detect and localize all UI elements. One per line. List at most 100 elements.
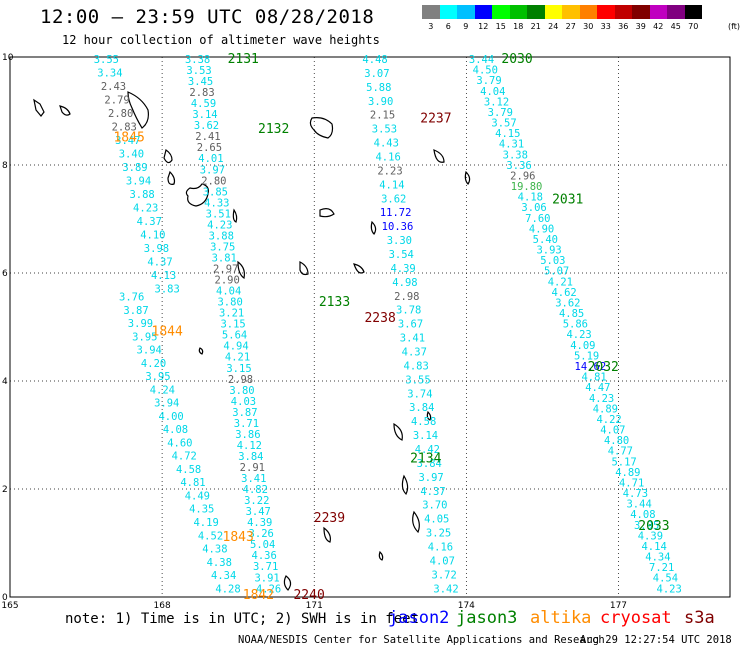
colorbar-label: 18 (513, 22, 524, 31)
swh-value: 4.14 (379, 179, 404, 191)
island (232, 208, 238, 223)
swh-value: 5.17 (611, 456, 636, 468)
island (127, 91, 149, 129)
swh-value: 4.01 (198, 153, 223, 165)
swh-value: 2.90 (215, 275, 240, 287)
swh-value: 3.06 (521, 202, 546, 214)
swh-value: 4.36 (252, 550, 277, 562)
swh-value: 3.71 (234, 418, 259, 430)
pass-time-label: 2131 (228, 52, 259, 67)
colorbar-swatch (439, 5, 457, 19)
swh-value: 4.59 (191, 98, 216, 110)
colorbar-label: 30 (583, 22, 594, 31)
swh-value: 4.54 (653, 573, 678, 585)
swh-value: 4.23 (133, 203, 158, 215)
colorbar-labels: 3 6 9 12 15 18 21 24 27 30 33 36 39 42 45 70 (422, 22, 702, 31)
swh-value: 11.72 (380, 207, 412, 219)
swh-value: 3.30 (387, 235, 412, 247)
swh-value: 4.98 (392, 277, 417, 289)
colorbar-swatch (632, 5, 650, 19)
swh-value: 4.23 (657, 583, 682, 595)
swh-value: 4.28 (215, 583, 240, 595)
colorbar-label: 33 (600, 22, 611, 31)
swh-value: 4.81 (180, 477, 205, 489)
swh-value: 3.54 (389, 249, 414, 261)
swh-value: 3.84 (238, 451, 263, 463)
swh-value: 4.08 (163, 424, 188, 436)
lat-tick-label: 6 (2, 269, 8, 279)
pass-time-label: 2133 (319, 295, 350, 310)
colorbar-swatch (562, 5, 580, 19)
swh-value: 3.85 (203, 186, 228, 198)
swh-value: 3.41 (241, 473, 266, 485)
swh-value: 2.96 (510, 170, 535, 182)
colorbar-unit: (ft) (728, 22, 740, 31)
swh-value: 3.84 (417, 458, 442, 470)
swh-value: 2.65 (197, 142, 222, 154)
pass-time-label: 1845 (113, 130, 144, 145)
swh-value: 4.04 (480, 86, 505, 98)
swh-value: 4.90 (529, 223, 554, 235)
swh-value: 4.20 (141, 358, 166, 370)
island (163, 149, 173, 164)
swh-value: 4.23 (589, 393, 614, 405)
colorbar-swatch (667, 5, 685, 19)
swh-value: 4.37 (137, 216, 162, 228)
colorbar-swatch (649, 5, 667, 19)
lat-tick-label: 10 (2, 53, 14, 63)
swh-value: 3.87 (232, 407, 257, 419)
swh-value: 3.44 (626, 499, 651, 511)
swh-value: 4.89 (615, 467, 640, 479)
island (370, 220, 377, 235)
swh-value: 2.15 (370, 110, 395, 122)
swh-value: 4.38 (202, 544, 227, 556)
swh-value: 3.74 (407, 388, 432, 400)
swh-value: 3.95 (634, 520, 659, 532)
swh-value: 2.43 (101, 81, 126, 93)
swh-value: 3.98 (144, 243, 169, 255)
swh-value: 4.16 (428, 542, 453, 554)
swh-value: 4.85 (559, 308, 584, 320)
credit-line: NOAA/NESDIS Center for Satellite Applica… (238, 634, 605, 646)
colorbar-label: 6 (445, 22, 451, 31)
swh-value: 3.51 (206, 208, 231, 220)
swh-value: 3.83 (155, 284, 180, 296)
pass-time-label: 1844 (152, 325, 183, 340)
swh-value: 3.62 (194, 120, 219, 132)
swh-value: 4.12 (237, 440, 262, 452)
swh-value: 2.80 (108, 108, 133, 120)
swh-value: 3.14 (192, 109, 217, 121)
swh-value: 4.72 (172, 451, 197, 463)
island (309, 117, 334, 139)
swh-value: 4.05 (424, 514, 449, 526)
swh-value: 4.37 (420, 486, 445, 498)
swh-value: 4.58 (176, 464, 201, 476)
swh-value: 3.95 (145, 371, 170, 383)
swh-value: 4.24 (150, 384, 175, 396)
swh-value: 4.82 (243, 484, 268, 496)
swh-value: 3.84 (409, 402, 434, 414)
swh-value: 3.89 (122, 162, 147, 174)
colorbar-swatch (527, 5, 545, 19)
swh-value: 2.80 (201, 175, 226, 187)
pass-time-label: 2132 (258, 122, 289, 137)
swh-value: 4.19 (193, 517, 218, 529)
swh-value: 2.83 (189, 87, 214, 99)
swh-value: 4.39 (638, 530, 663, 542)
colorbar-label: 9 (463, 22, 469, 31)
swh-value: 5.07 (544, 266, 569, 278)
swh-value: 3.94 (126, 176, 151, 188)
swh-value: 3.97 (418, 472, 443, 484)
swh-value: 3.94 (154, 398, 179, 410)
swh-value: 4.07 (430, 555, 455, 567)
swh-value: 3.80 (229, 385, 254, 397)
island (59, 105, 71, 116)
colorbar-label: 27 (565, 22, 576, 31)
pass-time-label: 2031 (552, 192, 583, 207)
island (412, 510, 420, 534)
pass-time-label: 1842 (243, 588, 274, 603)
swh-value: 3.88 (209, 230, 234, 242)
pass-time-label: 2238 (364, 311, 395, 326)
altimeter-tracks: 3.553.342.432.792.802.833.473.403.893.94… (94, 54, 682, 595)
colorbar-label: 24 (548, 22, 559, 31)
